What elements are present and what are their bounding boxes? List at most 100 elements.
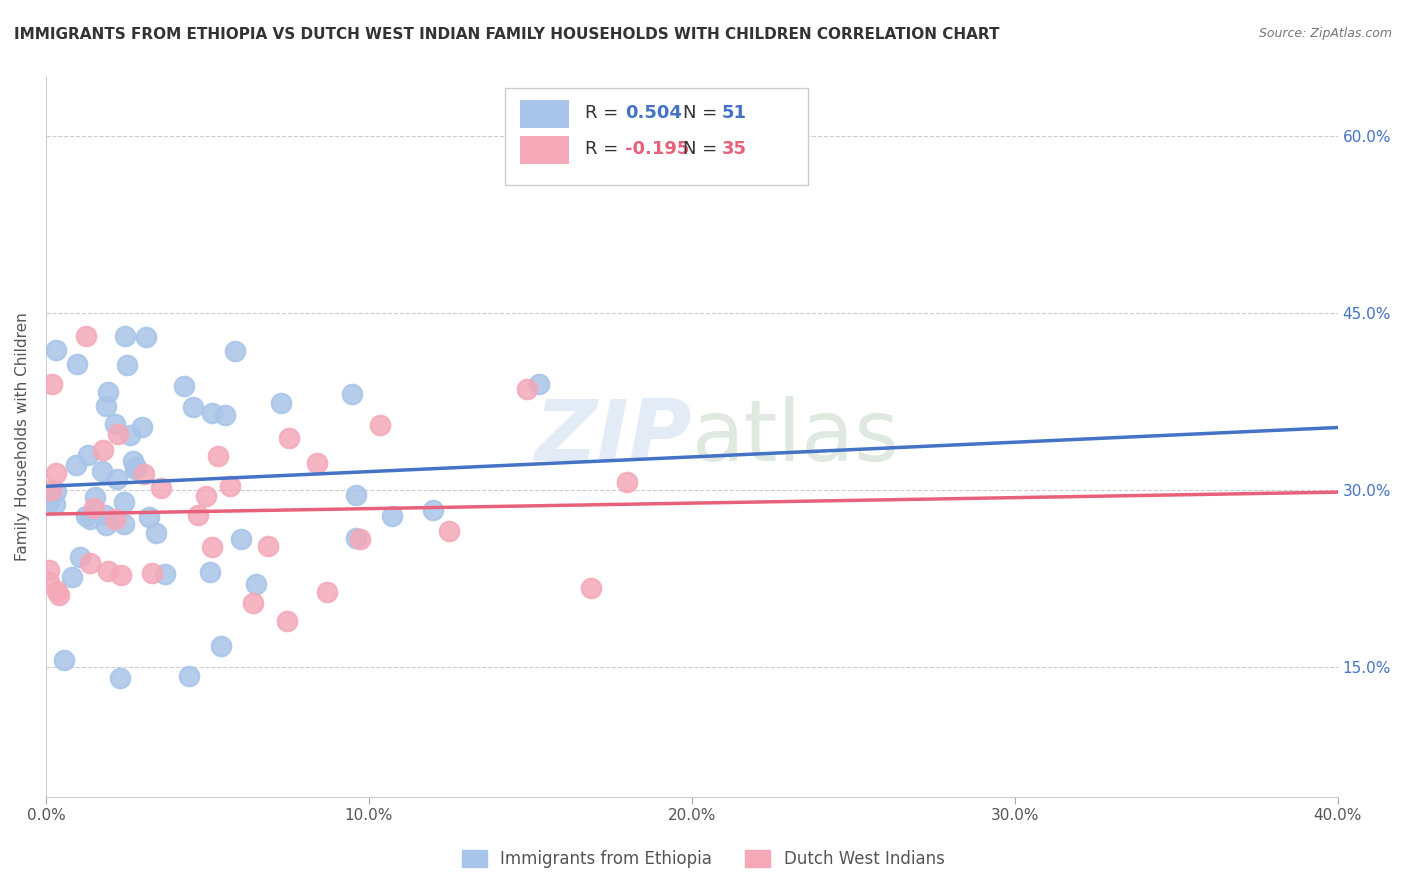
Point bbox=[516, 382, 538, 396]
Point bbox=[44, 497, 66, 511]
Point bbox=[315, 585, 337, 599]
FancyBboxPatch shape bbox=[520, 101, 569, 128]
Point bbox=[579, 581, 602, 595]
Point bbox=[104, 512, 127, 526]
Point bbox=[177, 668, 200, 682]
Point bbox=[187, 508, 209, 523]
Point bbox=[91, 464, 114, 478]
Point bbox=[53, 653, 76, 667]
Text: 51: 51 bbox=[721, 104, 747, 122]
Point bbox=[218, 479, 240, 493]
Text: Source: ZipAtlas.com: Source: ZipAtlas.com bbox=[1258, 27, 1392, 40]
Point bbox=[60, 570, 83, 584]
Point bbox=[138, 509, 160, 524]
FancyBboxPatch shape bbox=[520, 136, 569, 164]
Point bbox=[110, 567, 132, 582]
Point bbox=[201, 406, 224, 420]
Point bbox=[132, 467, 155, 482]
Point bbox=[131, 420, 153, 434]
Point bbox=[422, 503, 444, 517]
Point bbox=[48, 588, 70, 602]
Point bbox=[173, 378, 195, 392]
Point bbox=[340, 387, 363, 401]
Point bbox=[201, 541, 224, 555]
Point bbox=[242, 596, 264, 610]
Text: R =: R = bbox=[585, 104, 624, 122]
Point bbox=[38, 563, 60, 577]
Point bbox=[107, 426, 129, 441]
Y-axis label: Family Households with Children: Family Households with Children bbox=[15, 313, 30, 561]
Point bbox=[118, 428, 141, 442]
Point bbox=[38, 574, 60, 589]
Point bbox=[79, 512, 101, 526]
Point bbox=[69, 549, 91, 564]
Point bbox=[76, 448, 98, 462]
Point bbox=[153, 566, 176, 581]
Point bbox=[112, 495, 135, 509]
Point bbox=[207, 449, 229, 463]
Point bbox=[66, 357, 89, 371]
Point bbox=[75, 329, 97, 343]
Point bbox=[125, 460, 148, 475]
Point bbox=[94, 400, 117, 414]
Point bbox=[91, 443, 114, 458]
Point bbox=[41, 376, 63, 391]
Point bbox=[149, 481, 172, 495]
Point bbox=[245, 576, 267, 591]
Point bbox=[276, 614, 298, 628]
Text: IMMIGRANTS FROM ETHIOPIA VS DUTCH WEST INDIAN FAMILY HOUSEHOLDS WITH CHILDREN CO: IMMIGRANTS FROM ETHIOPIA VS DUTCH WEST I… bbox=[14, 27, 1000, 42]
FancyBboxPatch shape bbox=[505, 88, 808, 186]
Point bbox=[114, 329, 136, 343]
Point bbox=[124, 462, 146, 476]
Point bbox=[117, 358, 139, 372]
Point bbox=[224, 344, 246, 359]
Point bbox=[112, 517, 135, 532]
Point bbox=[256, 539, 278, 553]
Point bbox=[45, 466, 67, 480]
Legend: Immigrants from Ethiopia, Dutch West Indians: Immigrants from Ethiopia, Dutch West Ind… bbox=[456, 843, 950, 875]
Text: -0.195: -0.195 bbox=[624, 140, 689, 159]
Point bbox=[75, 509, 97, 524]
Point bbox=[110, 671, 132, 685]
Point bbox=[214, 408, 236, 422]
Point bbox=[97, 385, 120, 400]
Point bbox=[616, 475, 638, 489]
Text: N =: N = bbox=[683, 104, 723, 122]
Point bbox=[344, 488, 367, 502]
Point bbox=[104, 417, 127, 431]
Point bbox=[39, 483, 62, 497]
Point bbox=[381, 508, 404, 523]
Point bbox=[83, 490, 105, 504]
Point bbox=[97, 564, 120, 578]
Point bbox=[94, 508, 117, 522]
Point bbox=[94, 518, 117, 533]
Point bbox=[181, 401, 204, 415]
Point bbox=[65, 458, 87, 472]
Point bbox=[527, 377, 550, 392]
Text: R =: R = bbox=[585, 140, 624, 159]
Point bbox=[270, 396, 292, 410]
Point bbox=[209, 640, 232, 654]
Point bbox=[439, 524, 461, 539]
Point bbox=[368, 418, 391, 433]
Text: 0.504: 0.504 bbox=[624, 104, 682, 122]
Point bbox=[344, 531, 367, 545]
Point bbox=[83, 500, 105, 515]
Point bbox=[45, 483, 67, 498]
Point bbox=[195, 489, 218, 503]
Point bbox=[305, 457, 328, 471]
Text: ZIP: ZIP bbox=[534, 395, 692, 478]
Text: 35: 35 bbox=[721, 140, 747, 159]
Text: atlas: atlas bbox=[692, 395, 900, 478]
Point bbox=[277, 432, 299, 446]
Text: N =: N = bbox=[683, 140, 723, 159]
Point bbox=[135, 330, 157, 344]
Point bbox=[141, 566, 163, 581]
Point bbox=[198, 565, 221, 579]
Point bbox=[105, 472, 128, 486]
Point bbox=[45, 584, 67, 599]
Point bbox=[122, 454, 145, 468]
Point bbox=[38, 493, 60, 508]
Point bbox=[79, 557, 101, 571]
Point bbox=[349, 532, 371, 546]
